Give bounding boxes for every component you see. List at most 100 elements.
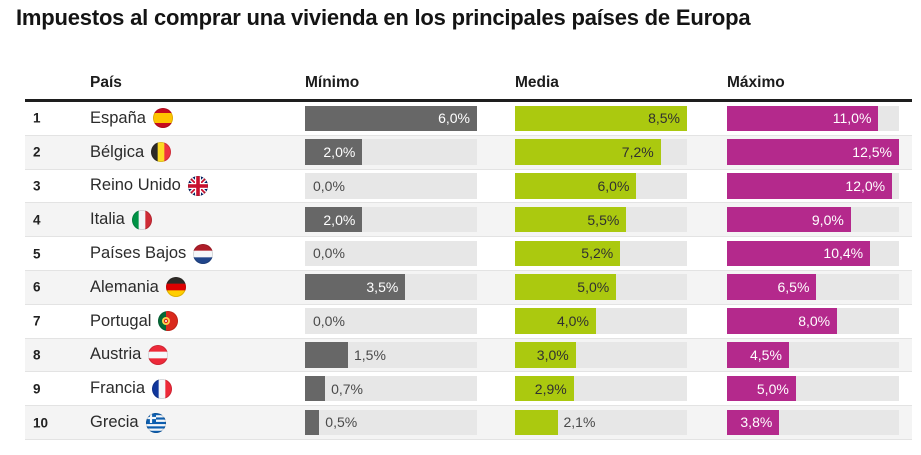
country-cell: Austria: [90, 344, 169, 365]
country-cell: Grecia: [90, 412, 166, 433]
track-maximo: 3,8%: [727, 409, 899, 436]
page-title: Impuestos al comprar una vivienda en los…: [16, 5, 751, 30]
track-maximo: 9,0%: [727, 206, 899, 233]
bar-media: [515, 342, 576, 368]
track-maximo: 11,0%: [727, 105, 899, 131]
rank-cell: 5: [33, 246, 41, 262]
country-cell: España: [90, 108, 173, 129]
bar-media: [515, 105, 687, 131]
value-label-maximo: 9,0%: [811, 211, 844, 228]
track-media: 5,0%: [515, 274, 687, 300]
value-label-media: 6,0%: [597, 177, 630, 194]
track-maximo: 4,5%: [727, 342, 899, 368]
value-label-maximo: 11,0%: [832, 110, 872, 127]
track-maximo: 8,0%: [727, 308, 899, 334]
value-label-minimo: 3,5%: [366, 279, 399, 296]
country-name: Austria: [90, 345, 142, 364]
bar-minimo: [305, 342, 348, 368]
track-minimo: 0,0%: [305, 240, 477, 267]
track-maximo: 12,5%: [727, 139, 899, 165]
track-minimo: 2,0%: [305, 206, 477, 233]
flag-de-icon: [165, 277, 186, 298]
table-row: 2 Bélgica 2,0% 7,2% 12,5%: [25, 135, 912, 170]
country-cell: Portugal: [90, 311, 179, 332]
bar-media: [515, 206, 627, 233]
country-name: Portugal: [90, 311, 152, 330]
bar-maximo: [727, 409, 780, 436]
table-body: 1 España 6,0% 8,5% 11,0% 2 Bélgica 2,0% 7,2% 12,5…: [25, 102, 912, 440]
track-minimo: 0,0%: [305, 308, 477, 334]
value-label-minimo: 0,0%: [313, 245, 345, 262]
value-label-minimo: 0,5%: [325, 414, 358, 431]
country-name: Países Bajos: [90, 244, 187, 263]
bar-maximo: [727, 342, 789, 368]
bar-maximo: [727, 139, 899, 165]
table-row: 1 España 6,0% 8,5% 11,0%: [25, 102, 912, 136]
rank-cell: 9: [33, 381, 41, 397]
country-name: España: [90, 108, 146, 127]
bar-media: [515, 274, 617, 300]
bar-media: [515, 240, 621, 267]
track-media: 3,0%: [515, 342, 687, 368]
value-label-minimo: 6,0%: [438, 110, 470, 127]
track-media: 8,5%: [515, 105, 687, 131]
flag-nl-icon: [193, 243, 214, 264]
track-minimo: 0,7%: [305, 375, 477, 402]
flag-be-icon: [151, 142, 172, 163]
column-header-pais: País: [90, 74, 122, 91]
bar-media: [515, 375, 574, 402]
track-media: 5,2%: [515, 240, 687, 267]
value-label-maximo: 12,5%: [852, 144, 892, 161]
value-label-media: 2,1%: [563, 414, 596, 431]
rank-cell: 7: [33, 313, 41, 329]
table-row: 8 Austria 1,5% 3,0% 4,5%: [25, 338, 912, 373]
bar-maximo: [727, 173, 893, 199]
country-cell: Alemania: [90, 277, 186, 298]
flag-it-icon: [131, 209, 152, 230]
value-label-maximo: 10,4%: [823, 245, 864, 262]
bar-maximo: [727, 274, 817, 300]
track-minimo: 0,0%: [305, 173, 477, 199]
bar-maximo: [727, 375, 796, 402]
column-header-minimo: Mínimo: [305, 74, 360, 91]
table-row: 5 Países Bajos 0,0% 5,2% 10,4%: [25, 237, 912, 271]
rank-cell: 6: [33, 279, 41, 295]
flag-gb-icon: [187, 175, 208, 196]
country-cell: Países Bajos: [90, 243, 214, 264]
bar-minimo: [305, 274, 406, 300]
flag-pt-icon: [158, 311, 179, 332]
track-maximo: 12,0%: [727, 173, 899, 199]
country-name: Francia: [90, 379, 146, 398]
flag-fr-icon: [152, 378, 173, 399]
rank-cell: 1: [33, 110, 41, 126]
rank-cell: 2: [33, 144, 41, 160]
rank-cell: 4: [33, 212, 41, 228]
bar-media: [515, 173, 637, 199]
bar-media: [515, 409, 558, 436]
value-label-minimo: 0,7%: [331, 380, 364, 397]
track-media: 2,9%: [515, 375, 687, 402]
country-name: Reino Unido: [90, 176, 181, 195]
track-minimo: 6,0%: [305, 105, 477, 131]
track-maximo: 10,4%: [727, 240, 899, 267]
country-name: Grecia: [90, 413, 139, 432]
track-media: 5,5%: [515, 206, 687, 233]
value-label-media: 4,0%: [556, 313, 589, 330]
bar-minimo: [305, 105, 477, 131]
value-label-maximo: 4,5%: [749, 346, 782, 363]
country-name: Bélgica: [90, 142, 145, 161]
table-row: 6 Alemania 3,5% 5,0% 6,5%: [25, 270, 912, 305]
bar-maximo: [727, 308, 838, 334]
value-label-media: 5,5%: [587, 211, 620, 228]
track-maximo: 6,5%: [727, 274, 899, 300]
country-cell: Reino Unido: [90, 175, 208, 196]
value-label-media: 7,2%: [621, 144, 654, 161]
track-maximo: 5,0%: [727, 375, 899, 402]
value-label-maximo: 5,0%: [756, 380, 789, 397]
value-label-maximo: 8,0%: [798, 313, 831, 330]
table-row: 10 Grecia 0,5% 2,1% 3,8%: [25, 406, 912, 440]
country-cell: Francia: [90, 378, 173, 399]
bar-maximo: [727, 105, 879, 131]
bar-media: [515, 139, 661, 165]
table-row: 9 Francia 0,7% 2,9% 5,0%: [25, 372, 912, 407]
